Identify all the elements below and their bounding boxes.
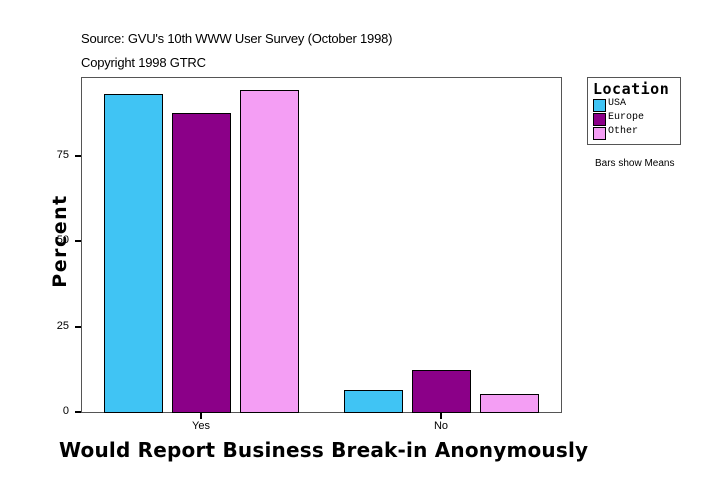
x-tick <box>440 413 442 419</box>
y-tick-label: 25 <box>56 319 69 332</box>
legend: Location USA Europe Other <box>587 77 681 145</box>
legend-swatch-usa <box>593 99 606 112</box>
legend-title: Location <box>593 80 670 98</box>
legend-label: Other <box>608 126 639 137</box>
copyright-caption: Copyright 1998 GTRC <box>81 55 206 70</box>
x-tick-label: No <box>433 420 449 432</box>
y-tick-label: 0 <box>62 405 69 417</box>
y-tick-label: 75 <box>56 149 69 161</box>
bars-note: Bars show Means <box>595 158 675 169</box>
x-axis-title: Would Report Business Break-in Anonymous… <box>59 438 589 462</box>
legend-swatch-other <box>593 127 606 140</box>
legend-label: Europe <box>608 112 645 123</box>
legend-swatch-europe <box>593 113 606 126</box>
x-tick <box>200 413 202 419</box>
legend-label: USA <box>608 98 627 109</box>
y-axis-title: Percent <box>49 194 71 288</box>
source-caption: Source: GVU's 10th WWW User Survey (Octo… <box>81 31 393 46</box>
x-tick-label: Yes <box>192 420 210 432</box>
plot-area <box>81 77 562 413</box>
